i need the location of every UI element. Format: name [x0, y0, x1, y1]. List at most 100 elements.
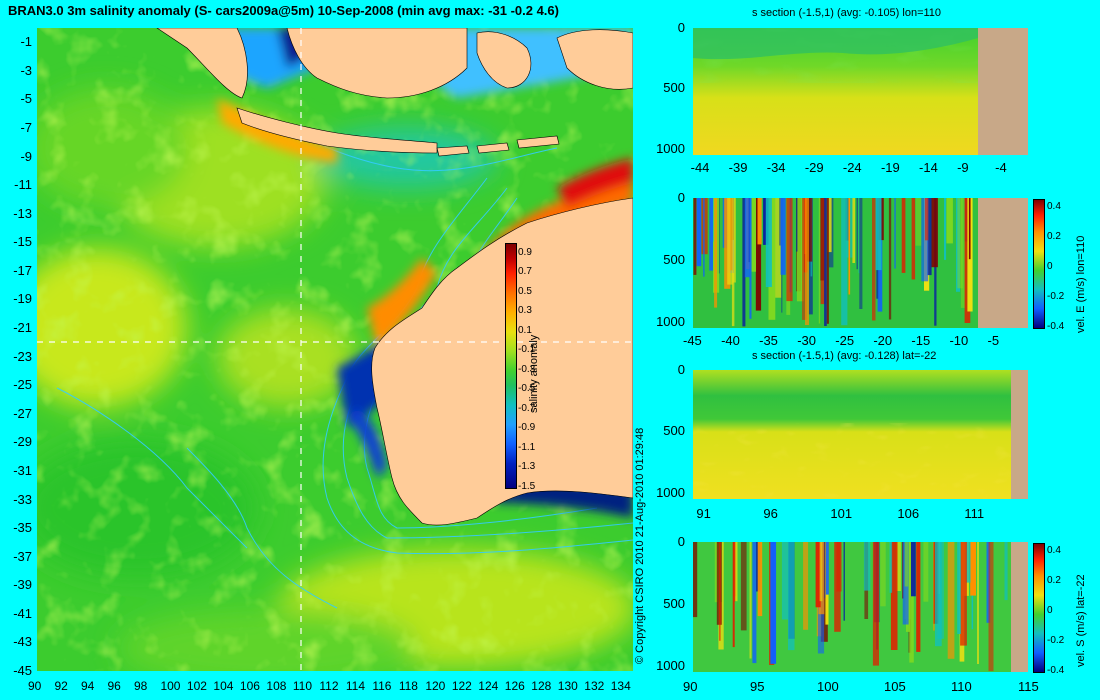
velocity-stripe: [788, 542, 795, 651]
vel-e-colorbar-label: vel. E (m/s) lon=110: [1075, 235, 1087, 333]
panel-x-tick: 90: [683, 679, 698, 694]
map-x-tick: 100: [160, 679, 181, 693]
map-y-tick: -29: [13, 434, 32, 450]
panel-x-tick: -44: [690, 160, 710, 175]
velocity-stripe: [732, 542, 735, 648]
land-masses: [156, 28, 633, 526]
map-colorbar-label: salinity anomaly: [528, 334, 540, 413]
velocity-stripe: [925, 198, 929, 241]
map-y-tick: -13: [13, 205, 32, 221]
velocity-stripe: [781, 542, 789, 620]
section-vel-e-svg: [693, 198, 1028, 328]
velocity-stripe: [775, 198, 782, 298]
velocity-stripe: [863, 542, 871, 591]
velocity-stripe: [719, 542, 721, 641]
velocity-stripe: [921, 198, 929, 282]
colorbar-tick: 0.4: [1047, 200, 1061, 212]
map-y-tick: -45: [13, 663, 32, 678]
map-x-tick: 130: [557, 679, 578, 693]
velocity-stripe: [916, 542, 921, 652]
velocity-stripe: [825, 542, 829, 595]
velocity-stripe: [770, 542, 777, 664]
velocity-stripe: [909, 542, 914, 663]
salinity-map: [37, 28, 633, 671]
velocity-stripe: [826, 198, 829, 324]
velocity-stripe: [820, 198, 825, 281]
velocity-stripe: [693, 542, 698, 618]
map-y-tick: -23: [13, 348, 32, 364]
map-colorbar-tick: -0.9: [518, 422, 536, 434]
panel-x-tick: -40: [721, 333, 740, 348]
panel-x-tick: 96: [763, 506, 778, 521]
panel-y-tick: 1000: [656, 657, 685, 673]
colorbar-tick: 0: [1047, 604, 1053, 616]
velocity-stripe: [796, 198, 804, 302]
velocity-stripe: [931, 198, 938, 268]
map-y-tick: -33: [13, 491, 32, 507]
panel-x-tick: -24: [842, 160, 862, 175]
map-colorbar-tick: -1.5: [518, 481, 536, 492]
colorbar-tick: 0.4: [1047, 544, 1061, 556]
map-x-tick: 128: [531, 679, 552, 693]
section-vel-s-plot: [693, 542, 1028, 672]
velocity-stripe: [757, 542, 763, 617]
map-x-tick: 106: [239, 679, 260, 693]
velocity-stripe: [763, 198, 769, 245]
map-x-tick: 118: [398, 679, 418, 693]
map-x-tick: 132: [584, 679, 605, 693]
velocity-stripe: [957, 198, 963, 289]
velocity-stripe: [841, 198, 848, 326]
panel-y-tick: 0: [677, 534, 685, 549]
velocity-stripe: [970, 542, 976, 596]
map-y-tick: -31: [13, 462, 32, 478]
panel-x-tick: 115: [1018, 679, 1039, 694]
velocity-stripe: [915, 198, 922, 246]
velocity-stripe: [894, 198, 896, 269]
map-x-tick: 126: [504, 679, 525, 693]
map-y-tick: -7: [20, 120, 32, 136]
velocity-stripe: [960, 198, 966, 308]
panel-x-tick: -20: [873, 333, 893, 348]
velocity-stripe: [693, 198, 697, 275]
panel-y-tick: 0: [677, 190, 685, 205]
map-y-tick: -1: [20, 34, 32, 50]
colorbar-tick: 0.2: [1047, 230, 1061, 242]
panel-x-tick: 95: [750, 679, 765, 694]
velocity-stripe: [805, 198, 809, 325]
map-y-tick: -43: [13, 634, 32, 650]
map-x-tick: 110: [292, 679, 313, 693]
map-x-tick: 124: [478, 679, 499, 693]
panel1-title: s section (-1.5,1) (avg: -0.105) lon=110: [752, 7, 942, 19]
velocity-stripe: [733, 542, 738, 602]
velocity-stripe: [815, 542, 821, 608]
panel-x-tick: -25: [835, 333, 855, 348]
velocity-stripe: [970, 198, 973, 284]
velocity-stripe: [742, 198, 746, 327]
velocity-stripe: [858, 198, 860, 274]
map-x-tick: 116: [372, 679, 392, 693]
velocity-stripe: [933, 542, 935, 631]
velocity-stripe: [714, 198, 718, 308]
velocity-stripe: [1004, 542, 1008, 601]
velocity-stripe: [824, 542, 826, 599]
panel-y-tick: 500: [663, 80, 685, 96]
panel-y-tick: 0: [677, 20, 685, 35]
velocity-stripe: [856, 198, 858, 270]
velocity-stripe: [807, 198, 813, 262]
map-x-tick: 98: [133, 679, 148, 693]
velocity-stripe: [727, 198, 733, 285]
velocity-stripe: [803, 542, 809, 630]
panel-x-tick: -29: [804, 160, 824, 175]
map-y-tick: -3: [20, 62, 32, 78]
map-colorbar-tick: -0.5: [518, 383, 536, 395]
vel-s-colorbar: [1033, 543, 1045, 673]
velocity-stripe: [819, 542, 823, 602]
velocity-stripe: [957, 542, 961, 634]
panel-y-tick: 500: [663, 423, 685, 439]
salinity-map-svg: [37, 28, 633, 671]
panel3-title: s section (-1.5,1) (avg: -0.128) lat=-22: [752, 350, 937, 362]
velocity-stripe: [709, 198, 713, 271]
panel-y-tick: 0: [677, 362, 685, 377]
map-y-tick: -9: [20, 148, 32, 164]
velocity-stripe: [703, 198, 705, 277]
